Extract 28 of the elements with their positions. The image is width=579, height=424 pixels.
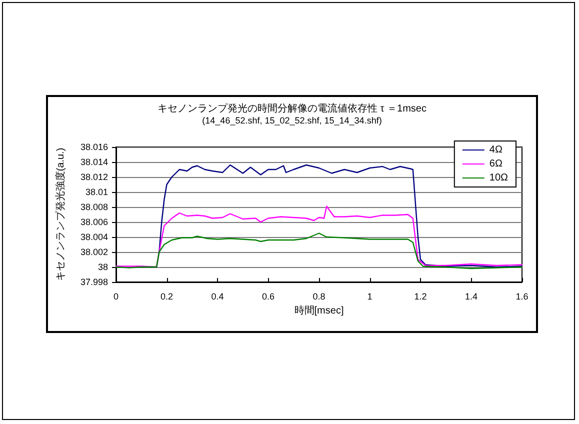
y-tick-label: 38.006 [80,217,108,227]
x-tick-label: 0.2 [160,292,174,302]
y-tick-label: 38.008 [80,202,108,212]
y-tick-label: 37.998 [80,277,108,287]
y-tick-label: 38 [98,262,108,272]
x-tick-label: 1.6 [516,292,528,302]
x-tick-label: 1 [367,292,372,302]
y-tick-label: 38.01 [85,187,108,197]
x-tick-label: 0.4 [211,292,224,302]
x-tick-label: 0.6 [262,292,275,302]
legend-label: 10Ω [489,172,509,184]
chart-subtitle: (14_46_52.shf, 15_02_52.shf, 15_14_34.shf) [202,116,382,126]
x-tick-label: 1.4 [464,292,478,302]
y-axis-title: キセノンランプ発光強度(a.u.) [54,148,66,282]
y-tick-label: 38.012 [80,172,108,182]
x-axis-title: 時間[msec] [294,304,344,316]
line-series [115,206,523,268]
x-tick-label: 0.8 [312,292,326,302]
y-tick-label: 38.004 [80,232,108,242]
legend-label: 4Ω [489,144,503,156]
legend-label: 6Ω [489,158,503,170]
chart-title: キセノンランプ発光の時間分解像の電流値依存性 τ ＝1msec [158,102,426,114]
y-tick-label: 38.014 [80,157,108,167]
y-tick-label: 38.002 [80,247,108,257]
line-series [115,232,523,270]
x-tick-label: 0 [113,292,119,302]
y-tick-label: 38.016 [80,142,108,152]
x-tick-label: 1.2 [414,292,427,302]
